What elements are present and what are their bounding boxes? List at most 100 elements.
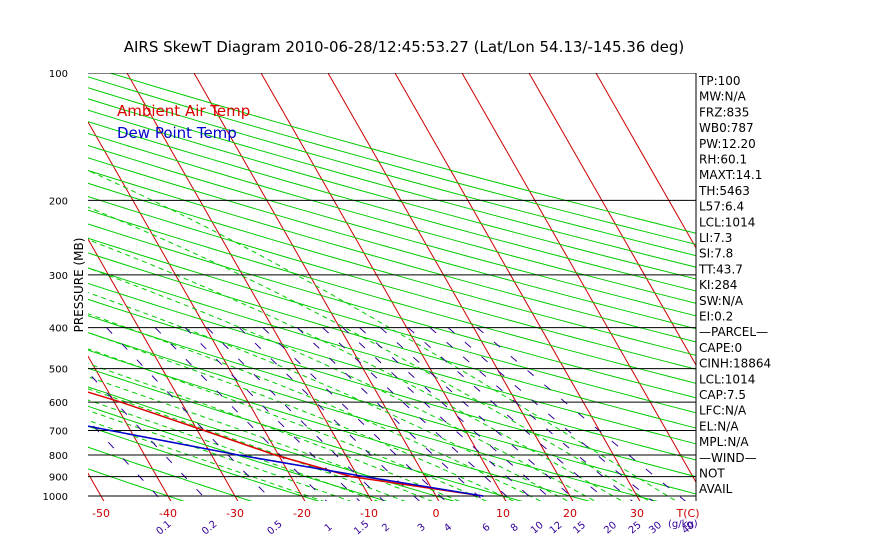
moist-adiabat-line: [88, 169, 677, 501]
pressure-tick-label: 800: [49, 451, 68, 462]
mixing-ratio-label: 1.5: [352, 519, 371, 538]
moist-adiabat-line: [88, 331, 515, 501]
bottom-temp-tick-label: -30: [226, 507, 244, 520]
dry-adiabat-line: [88, 252, 696, 429]
index-line: LCL:1014: [699, 215, 755, 229]
moist-adiabat-line: [88, 388, 406, 501]
index-line: MPL:N/A: [699, 435, 749, 449]
mixing-ratio-label: 30: [647, 520, 664, 537]
mixing-ratio-line: [476, 327, 687, 501]
dry-adiabat-line: [88, 267, 696, 445]
mixing-ratio-line: [206, 327, 385, 501]
mixing-ratio-label: 20: [602, 520, 619, 537]
series-point: [11, 368, 13, 370]
mixing-ratio-label: 2: [380, 522, 392, 535]
mixing-ratio-label: 15: [571, 520, 588, 537]
pressure-tick-label: 900: [49, 473, 68, 484]
mixing-ratio-label: 3: [416, 522, 428, 535]
dry-adiabat-line: [88, 446, 253, 501]
dry-adiabat-line: [88, 209, 696, 384]
mixing-ratio-label: 12: [548, 520, 565, 537]
dry-adiabat-line: [88, 332, 658, 501]
dry-adiabat-line: [88, 237, 696, 414]
series-point: [109, 429, 112, 432]
mixing-ratio-unit-label: (g/kg): [668, 519, 698, 530]
index-line: CAP:7.5: [699, 388, 746, 402]
index-line: TH:5463: [698, 184, 750, 198]
series-point: [350, 475, 353, 478]
index-line: LI:7.3: [699, 231, 732, 245]
dry-adiabat-line: [88, 282, 696, 461]
series-point: [237, 454, 240, 456]
isotherm-line: [528, 73, 696, 366]
index-line: KI:284: [699, 278, 737, 292]
legend-entry: Ambient Air Temp: [117, 102, 250, 120]
dry-adiabat-line: [88, 195, 696, 370]
isotherm-line: [0, 73, 39, 505]
bottom-temp-tick-label: -50: [92, 507, 110, 520]
mixing-ratio-line: [88, 371, 209, 501]
series-point: [363, 475, 366, 478]
pressure-tick-label: 300: [49, 271, 68, 282]
index-line: MW:N/A: [699, 90, 747, 104]
series-point: [482, 495, 484, 497]
dry-adiabat-line: [88, 157, 696, 330]
pressure-tick-label: 400: [49, 324, 68, 335]
mixing-ratio-line: [88, 419, 163, 501]
index-line: AVAIL: [699, 482, 733, 496]
bottom-temp-tick-label: 10: [496, 507, 510, 520]
mixing-ratio-label: 10: [529, 520, 546, 537]
mixing-ratio-line: [407, 327, 609, 501]
index-line: —WIND—: [699, 451, 757, 465]
index-line: CAPE:0: [699, 341, 742, 355]
dry-adiabat-line: [88, 132, 696, 304]
index-line: SW:N/A: [699, 294, 744, 308]
chart-title: AIRS SkewT Diagram 2010-06-28/12:45:53.2…: [124, 38, 685, 56]
dry-adiabat-line: [88, 121, 696, 292]
mixing-ratio-line: [342, 327, 536, 501]
mixing-ratio-line: [154, 327, 328, 501]
isotherm-line: [327, 73, 574, 501]
mixing-ratio-label: 4: [442, 522, 454, 535]
moist-adiabat-line: [88, 376, 433, 501]
dry-adiabat-line: [88, 182, 696, 356]
isotherm-line: [88, 120, 306, 501]
isotherm-line: [461, 73, 696, 484]
pressure-tick-label: 500: [49, 365, 68, 376]
temp-unit-label: T(C): [676, 507, 700, 520]
mixing-ratio-label: 6: [481, 522, 493, 535]
mixing-ratio-line: [447, 327, 654, 501]
mixing-ratio-line: [297, 327, 485, 501]
mixing-ratio-line: [239, 327, 421, 501]
index-line: FRZ:835: [699, 105, 749, 119]
mixing-ratio-label: 25: [627, 520, 644, 537]
index-line: TT:43.7: [698, 262, 743, 276]
dry-adiabat-line: [88, 144, 696, 317]
moist-adiabat-line: [88, 206, 650, 501]
mixing-ratio-label: 0.5: [265, 519, 284, 538]
index-line: EI:0.2: [699, 310, 733, 324]
pressure-tick-label: 700: [49, 426, 68, 437]
index-line: CINH:18864: [699, 357, 771, 371]
dry-adiabat-line: [88, 405, 388, 501]
moist-adiabat-line: [88, 348, 488, 501]
index-line: NOT: [699, 467, 725, 481]
series-point: [120, 401, 122, 404]
dry-adiabat-line: [88, 98, 696, 268]
pressure-tick-label: 100: [49, 69, 68, 80]
bottom-temp-tick-label: -20: [293, 507, 311, 520]
mixing-ratio-label: 8: [509, 522, 521, 535]
isotherm-line: [394, 73, 641, 501]
index-line: MAXT:14.1: [699, 168, 762, 182]
dry-adiabat-line: [88, 315, 696, 495]
dry-adiabat-line: [88, 468, 185, 501]
moist-adiabat-line: [88, 409, 352, 501]
series-line: [88, 391, 484, 497]
pressure-tick-label: 1000: [43, 492, 68, 503]
index-line: —PARCEL—: [699, 325, 768, 339]
y-axis-label: PRESSURE (MB): [72, 238, 86, 333]
index-line: PW:12.20: [699, 137, 756, 151]
dry-adiabat-line: [88, 169, 696, 343]
mixing-ratio-line: [262, 327, 447, 501]
